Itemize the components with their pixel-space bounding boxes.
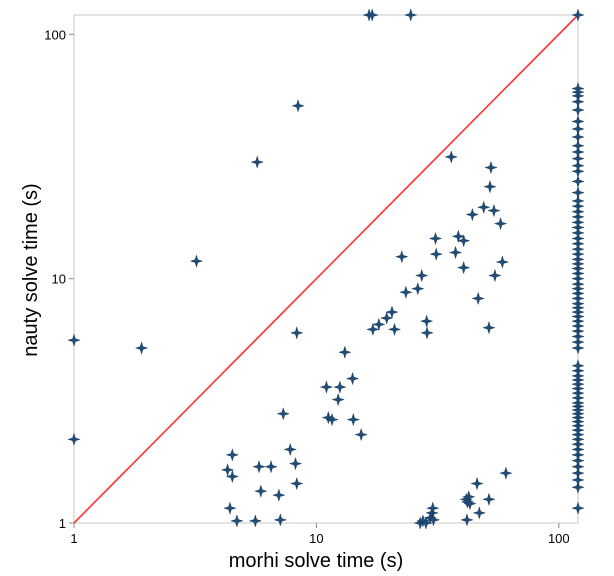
data-point	[385, 305, 399, 319]
data-point	[338, 345, 352, 359]
x-tick-label: 10	[309, 531, 323, 546]
data-point	[493, 216, 508, 231]
data-point	[380, 311, 394, 325]
x-axis-title: morhi solve time (s)	[229, 550, 403, 572]
data-point	[288, 456, 303, 471]
data-point	[225, 448, 240, 462]
diagonal-reference	[73, 14, 579, 524]
data-point	[571, 194, 585, 208]
data-point	[571, 359, 585, 373]
data-point	[571, 139, 585, 153]
data-point	[571, 130, 585, 144]
data-point	[471, 291, 485, 306]
data-point	[571, 480, 585, 494]
x-tick-label: 1	[70, 531, 77, 546]
data-point	[419, 516, 433, 530]
data-point	[134, 341, 149, 355]
data-point	[482, 492, 496, 507]
data-point	[571, 81, 585, 96]
data-point	[571, 185, 585, 200]
data-point	[415, 268, 429, 283]
data-point	[250, 155, 264, 169]
data-point	[319, 380, 334, 394]
data-point	[426, 501, 440, 515]
data-point	[223, 501, 237, 515]
data-point	[291, 99, 305, 113]
y-axis-title: nauty solve time (s)	[20, 183, 42, 356]
data-point	[571, 473, 585, 487]
data-point	[571, 159, 585, 173]
data-point	[482, 321, 496, 335]
data-point	[411, 281, 425, 296]
data-point	[477, 200, 491, 214]
data-point	[283, 442, 297, 457]
data-point	[456, 234, 471, 248]
data-point	[463, 496, 477, 511]
data-point	[264, 460, 278, 474]
data-point	[67, 333, 81, 347]
data-point	[571, 501, 585, 515]
data-point	[448, 245, 463, 260]
data-points	[67, 8, 585, 530]
data-point	[495, 255, 510, 269]
data-point	[484, 160, 498, 175]
data-point	[571, 174, 585, 189]
data-point	[254, 484, 268, 498]
data-point	[365, 8, 379, 22]
data-point	[404, 8, 418, 22]
data-point	[220, 463, 235, 477]
data-point	[444, 150, 458, 164]
data-point	[465, 207, 480, 222]
x-tick-label: 100	[548, 531, 570, 546]
data-point	[333, 380, 347, 394]
data-point	[366, 322, 380, 337]
data-point	[571, 114, 585, 129]
data-point	[488, 268, 502, 283]
data-point	[354, 427, 368, 442]
y-tick-label: 1	[59, 516, 66, 531]
data-point	[325, 412, 339, 427]
data-point	[67, 432, 81, 447]
data-point	[189, 254, 204, 268]
y-tick-label: 10	[52, 272, 66, 287]
data-point	[470, 476, 484, 491]
y-tick-label: 100	[44, 27, 66, 42]
data-point	[290, 326, 304, 340]
data-point	[346, 412, 361, 427]
data-point	[248, 514, 263, 528]
data-point	[345, 371, 360, 386]
axis-ticks: 1 10 100 1 10 100	[44, 27, 569, 546]
data-point	[225, 469, 240, 484]
data-point	[499, 466, 513, 480]
data-point	[395, 250, 409, 264]
data-point	[571, 122, 585, 136]
data-point	[451, 229, 466, 244]
data-point	[272, 488, 286, 502]
data-point	[472, 506, 487, 520]
data-point	[331, 392, 345, 407]
data-point	[487, 203, 501, 218]
data-point	[252, 460, 266, 474]
data-point	[372, 317, 386, 332]
data-point	[426, 513, 441, 527]
data-point	[276, 407, 290, 421]
data-point	[460, 513, 474, 527]
data-point	[429, 247, 443, 261]
data-point	[483, 179, 497, 194]
data-point	[571, 103, 585, 117]
data-point	[230, 514, 244, 528]
data-point	[387, 322, 402, 337]
data-point	[273, 513, 288, 527]
data-point	[456, 260, 471, 275]
data-point	[420, 326, 434, 340]
data-point	[428, 231, 443, 246]
data-point	[399, 285, 413, 299]
data-point	[290, 476, 304, 491]
diagonal-line	[73, 14, 579, 524]
data-point	[571, 8, 585, 22]
data-point	[419, 314, 434, 328]
